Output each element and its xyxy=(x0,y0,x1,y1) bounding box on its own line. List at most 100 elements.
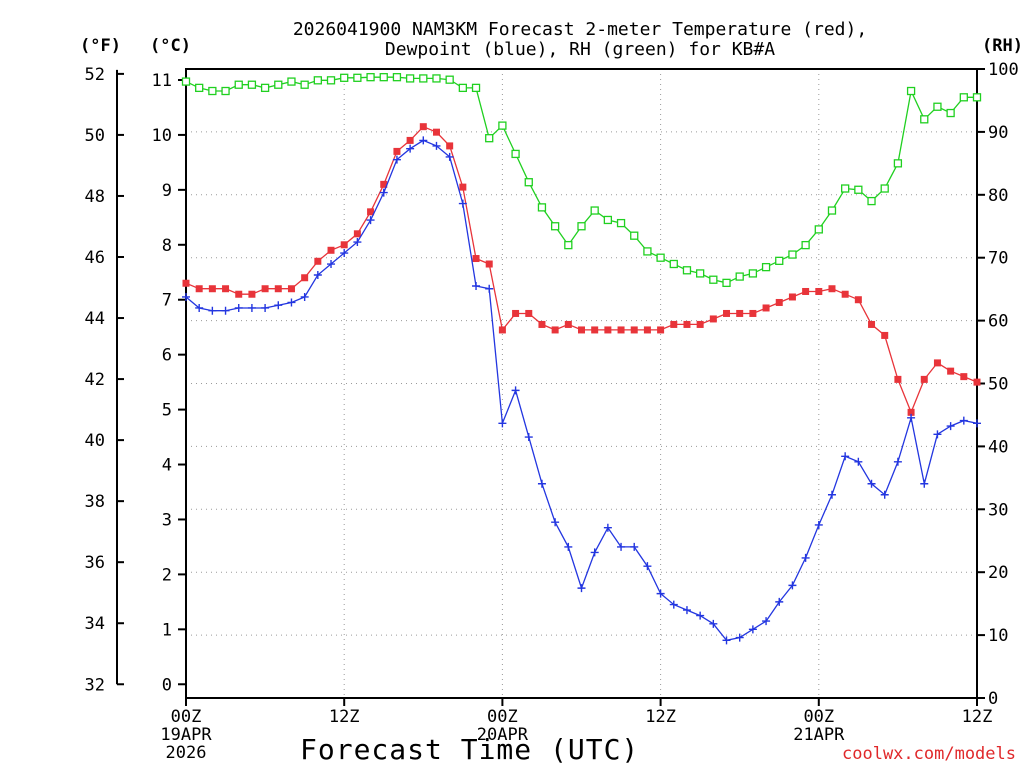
rh-point xyxy=(630,231,639,240)
temperature-point xyxy=(617,326,625,334)
fahrenheit-axis-label: (°F) xyxy=(80,36,121,56)
dewpoint-point xyxy=(854,457,863,466)
rh-tick-label: 10 xyxy=(988,626,1008,646)
temperature-point xyxy=(591,326,599,334)
dewpoint-point xyxy=(551,518,560,527)
rh-point xyxy=(511,149,520,159)
rh-tick-label: 70 xyxy=(988,249,1008,269)
rh-point xyxy=(287,77,296,86)
temperature-point xyxy=(643,326,651,334)
temperature-point xyxy=(380,180,388,188)
series-line-dewpoint xyxy=(185,139,978,642)
dewpoint-point xyxy=(669,600,678,609)
rh-tick-label: 30 xyxy=(988,500,1008,520)
rh-point xyxy=(920,115,929,124)
dewpoint-point xyxy=(564,542,573,551)
rh-tick-label: 40 xyxy=(988,437,1008,457)
x-tick-label: 00Z xyxy=(803,707,834,727)
dewpoint-point xyxy=(762,617,771,626)
dewpoint-point xyxy=(709,619,718,628)
rh-point xyxy=(775,256,784,265)
rh-point xyxy=(195,83,204,93)
dewpoint-point xyxy=(959,416,968,425)
celsius-tick-label: 9 xyxy=(162,181,172,201)
x-tick-label: 12Z xyxy=(645,707,676,727)
dewpoint-point xyxy=(379,188,388,197)
fahrenheit-tick-label: 48 xyxy=(85,187,105,207)
temperature-point xyxy=(538,320,546,328)
rh-point xyxy=(669,259,678,269)
temperature-point xyxy=(208,285,216,293)
dewpoint-point xyxy=(432,141,441,150)
dewpoint-point xyxy=(973,419,981,428)
dewpoint-point xyxy=(327,260,336,269)
rh-point xyxy=(419,74,428,83)
celsius-tick-label: 6 xyxy=(162,346,172,366)
dewpoint-point xyxy=(366,216,375,225)
fahrenheit-tick-label: 32 xyxy=(85,675,105,695)
dewpoint-point xyxy=(340,249,349,258)
rh-point xyxy=(577,222,586,231)
dewpoint-point xyxy=(722,636,731,645)
dewpoint-point xyxy=(748,625,757,634)
temperature-point xyxy=(274,285,282,293)
dewpoint-point xyxy=(735,633,744,642)
x-tick-date-label: 19APR xyxy=(160,725,212,745)
dewpoint-point xyxy=(696,611,705,620)
rh-point xyxy=(643,247,652,256)
dewpoint-point xyxy=(788,581,797,590)
temperature-point xyxy=(446,142,454,150)
rh-point xyxy=(234,80,243,89)
dewpoint-point xyxy=(485,284,494,293)
dewpoint-point xyxy=(893,457,902,466)
rh-tick-label: 100 xyxy=(988,60,1019,80)
dewpoint-point xyxy=(814,520,823,529)
series-dewpoint xyxy=(182,136,981,645)
dewpoint-point xyxy=(920,479,929,488)
fahrenheit-tick-label: 42 xyxy=(85,370,105,390)
fahrenheit-tick-label: 50 xyxy=(85,126,105,146)
dewpoint-point xyxy=(630,542,639,551)
rh-point xyxy=(788,250,797,259)
rh-point xyxy=(260,83,270,93)
dewpoint-point xyxy=(458,199,467,208)
celsius-tick-label: 11 xyxy=(152,71,172,91)
dewpoint-point xyxy=(182,292,190,301)
temperature-point xyxy=(485,260,493,268)
temperature-point xyxy=(670,320,678,328)
temperature-point xyxy=(459,183,467,191)
temperature-point xyxy=(881,331,889,339)
temperature-point xyxy=(960,373,968,381)
temperature-point xyxy=(854,296,862,304)
rh-point xyxy=(564,240,573,250)
temperature-point xyxy=(657,326,665,334)
rh-point xyxy=(458,83,468,93)
dewpoint-point xyxy=(907,413,916,422)
dewpoint-point xyxy=(682,606,691,615)
rh-axis-label: (RH) xyxy=(982,36,1023,56)
celsius-tick-label: 7 xyxy=(162,291,172,311)
temperature-point xyxy=(802,287,810,295)
temperature-point xyxy=(564,320,572,328)
dewpoint-point xyxy=(261,303,270,312)
dewpoint-point xyxy=(880,490,889,499)
temperature-point xyxy=(683,320,691,328)
dewpoint-point xyxy=(643,562,652,571)
temperature-point xyxy=(182,279,190,287)
rh-point xyxy=(854,185,863,194)
celsius-tick-label: 5 xyxy=(162,401,172,421)
fahrenheit-tick-label: 44 xyxy=(85,309,105,329)
dewpoint-point xyxy=(300,292,309,301)
dewpoint-point xyxy=(827,490,836,499)
rh-point xyxy=(603,215,613,225)
temperature-point xyxy=(551,326,559,334)
temperature-point xyxy=(749,309,757,317)
fahrenheit-tick-label: 52 xyxy=(85,65,105,85)
dewpoint-point xyxy=(406,144,415,153)
x-tick-label: 00Z xyxy=(171,707,202,727)
dewpoint-point xyxy=(524,433,533,442)
rh-point xyxy=(748,269,758,278)
dewpoint-point xyxy=(221,306,230,315)
rh-point xyxy=(498,121,507,130)
